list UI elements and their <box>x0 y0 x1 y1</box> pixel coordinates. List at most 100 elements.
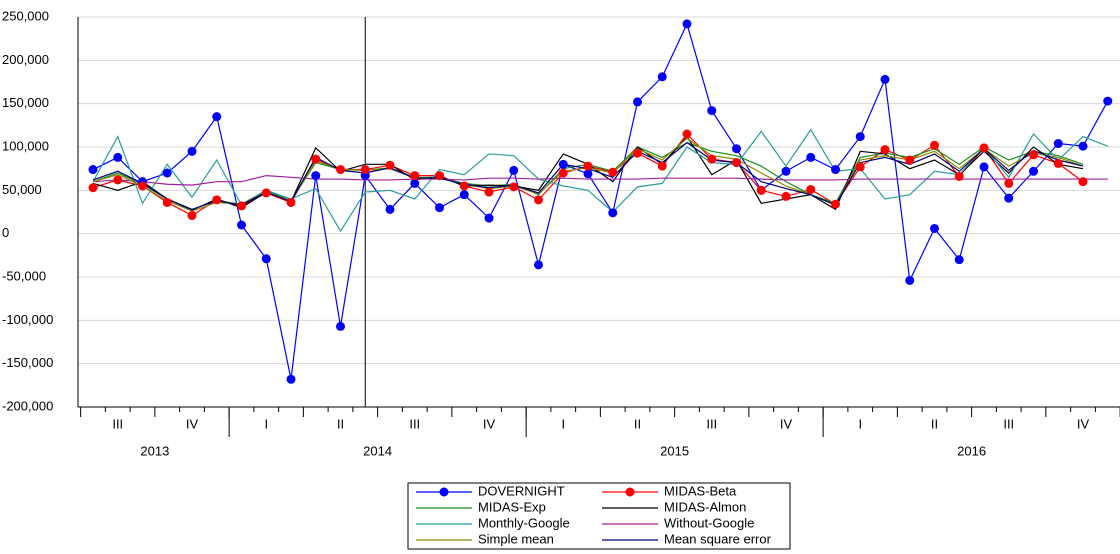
point <box>608 208 618 218</box>
x-tick-label: IV <box>483 416 496 431</box>
legend-label: DOVERNIGHT <box>478 483 565 498</box>
legend-label: Mean square error <box>664 531 772 546</box>
point <box>237 201 246 211</box>
x-tick-label: III <box>706 416 717 431</box>
y-tick-label: 100,000 <box>2 138 49 153</box>
y-tick-label: 0 <box>2 225 9 240</box>
legend-label: Simple mean <box>478 531 554 546</box>
point <box>558 159 568 169</box>
x-tick-label: I <box>561 416 565 431</box>
x-tick-label: III <box>1003 416 1014 431</box>
point <box>459 190 469 200</box>
point <box>806 184 816 194</box>
legend-marker <box>625 487 635 497</box>
point <box>286 197 296 207</box>
x-tick-label: IV <box>1077 416 1090 431</box>
year-label: 2014 <box>363 443 392 458</box>
point <box>954 171 964 181</box>
x-tick-label: I <box>264 416 268 431</box>
y-tick-label: 150,000 <box>2 95 49 110</box>
point <box>732 144 741 154</box>
point <box>930 140 939 150</box>
point <box>360 165 370 175</box>
point <box>311 171 321 181</box>
x-tick-label: IV <box>780 416 793 431</box>
point <box>286 374 296 384</box>
point <box>187 146 197 156</box>
point <box>237 220 246 230</box>
point <box>781 191 791 201</box>
point <box>534 195 543 205</box>
point <box>583 169 593 179</box>
point <box>806 152 816 162</box>
point <box>212 195 222 205</box>
point <box>979 162 989 172</box>
point <box>484 213 494 223</box>
point <box>558 168 568 178</box>
legend-label: MIDAS-Beta <box>664 483 737 498</box>
point <box>162 168 172 178</box>
point <box>113 152 123 162</box>
y-tick-label: -200,000 <box>2 398 53 413</box>
point <box>88 183 98 193</box>
x-tick-label: IV <box>186 416 199 431</box>
x-tick-label: II <box>931 416 938 431</box>
point <box>1029 166 1038 176</box>
point <box>261 188 271 198</box>
legend-label: Without-Google <box>664 515 754 530</box>
y-tick-label: 250,000 <box>2 8 49 23</box>
legend-label: MIDAS-Exp <box>478 499 546 514</box>
point <box>212 112 222 122</box>
x-tick-label: I <box>858 416 862 431</box>
point <box>756 185 766 195</box>
y-tick-label: -50,000 <box>2 268 46 283</box>
point <box>1103 96 1113 106</box>
point <box>311 154 321 164</box>
point <box>1078 141 1088 151</box>
point <box>162 197 172 207</box>
y-tick-label: -100,000 <box>2 312 53 327</box>
point <box>459 181 469 191</box>
point <box>1053 139 1063 149</box>
point <box>979 143 989 153</box>
point <box>1029 150 1038 160</box>
point <box>336 165 345 175</box>
y-tick-label: 200,000 <box>2 52 49 67</box>
x-tick-label: III <box>409 416 420 431</box>
point <box>657 72 667 82</box>
point <box>855 162 865 172</box>
legend-label: Monthly-Google <box>478 515 570 530</box>
point <box>633 97 642 107</box>
point <box>1053 158 1063 168</box>
year-label: 2013 <box>140 443 169 458</box>
point <box>534 260 543 270</box>
point <box>954 255 964 265</box>
point <box>385 204 395 214</box>
point <box>385 160 395 170</box>
x-tick-label: III <box>112 416 123 431</box>
point <box>509 182 519 192</box>
point <box>682 129 692 139</box>
legend-label: MIDAS-Almon <box>664 499 746 514</box>
year-label: 2016 <box>957 443 986 458</box>
series-line <box>92 22 1109 380</box>
point <box>484 187 494 197</box>
point <box>657 161 667 171</box>
point <box>113 175 123 185</box>
point <box>855 132 865 142</box>
point <box>1004 178 1014 188</box>
point <box>435 203 444 213</box>
legend-box <box>407 482 791 550</box>
point <box>880 145 890 155</box>
point <box>930 223 939 233</box>
point <box>1078 177 1088 187</box>
point <box>187 210 197 220</box>
point <box>905 275 915 285</box>
y-tick-label: 50,000 <box>2 182 42 197</box>
point <box>732 158 741 168</box>
series-line <box>92 174 1108 186</box>
point <box>138 181 147 191</box>
y-tick-label: -150,000 <box>2 355 53 370</box>
